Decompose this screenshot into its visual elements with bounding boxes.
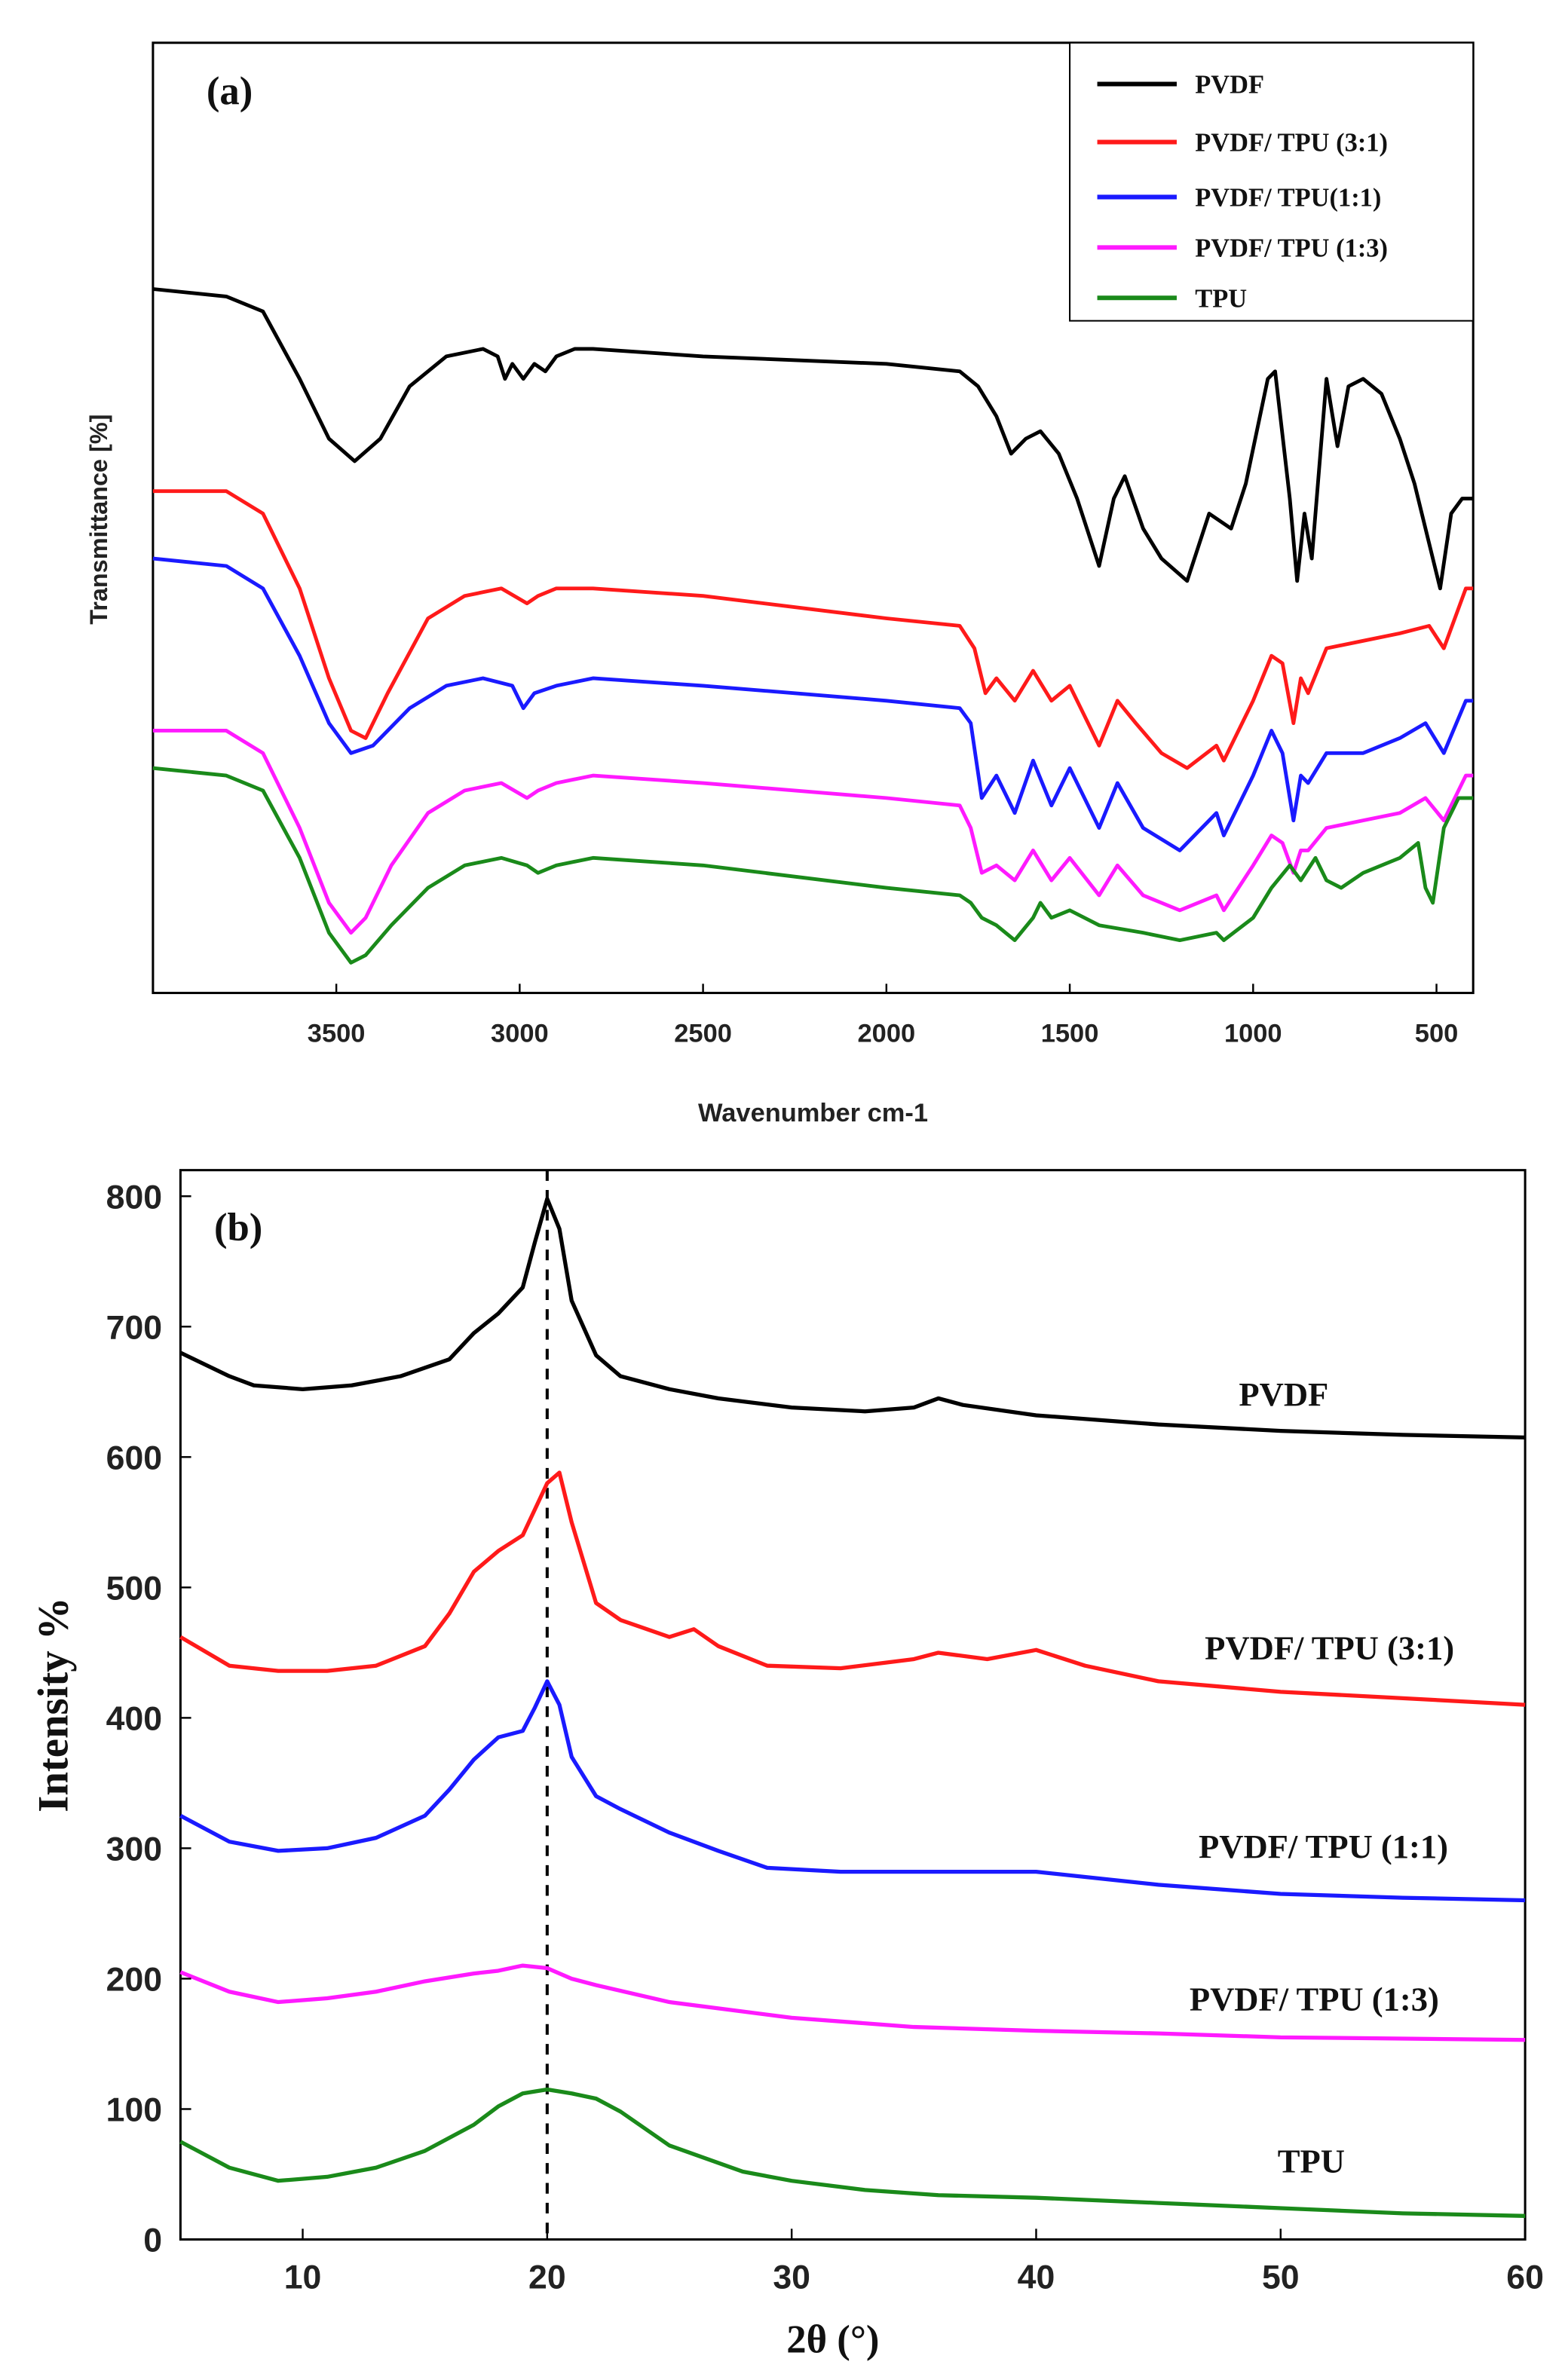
xrd-line-pvdf-tpu-1-3 — [179, 1963, 1526, 2042]
ftir-line-pvdf-tpu-1-1 — [152, 556, 1474, 852]
xrd-line-pvdf-tpu-1-1 — [179, 1679, 1526, 1903]
panel-a-y-axis-label: Transmittance [%] — [85, 415, 112, 625]
x-tick-label-60: 60 — [1506, 2259, 1544, 2296]
y-tick-label-200: 200 — [106, 1962, 162, 1999]
series-label-pvdf-tpu-1-1: PVDF/ TPU (1:1) — [1199, 1828, 1448, 1865]
panel-a-legend-box — [1069, 41, 1475, 322]
panel-b-plot-frame — [179, 1169, 1527, 2241]
x-tick-label-20: 20 — [528, 2259, 566, 2296]
y-tick-label-700: 700 — [106, 1310, 162, 1347]
legend-label-pvdf: PVDF — [1195, 71, 1264, 99]
x-tick-label-50: 50 — [1262, 2259, 1300, 2296]
panel-a-plot-frame — [152, 41, 1475, 995]
x-tick-label-3500: 3500 — [308, 1019, 366, 1048]
panel-b-series-lines — [179, 1197, 1526, 2218]
panel-a-legend: PVDF PVDF/ TPU (3:1) PVDF/ TPU(1:1) PVDF… — [1069, 41, 1475, 322]
y-tick-label-0: 0 — [143, 2222, 162, 2259]
x-tick-label-500: 500 — [1415, 1019, 1458, 1048]
legend-label-tpu: TPU — [1195, 284, 1247, 313]
x-tick-label-40: 40 — [1018, 2259, 1055, 2296]
xrd-line-tpu — [179, 2087, 1526, 2218]
x-tick-label-1000: 1000 — [1224, 1019, 1282, 1048]
ftir-line-pvdf-tpu-1-3 — [152, 729, 1474, 935]
y-tick-label-800: 800 — [106, 1179, 162, 1216]
y-tick-label-400: 400 — [106, 1701, 162, 1738]
ftir-line-pvdf — [152, 287, 1474, 591]
panel-b-label: (b) — [214, 1206, 262, 1250]
legend-label-pvdf-tpu-1-1: PVDF/ TPU(1:1) — [1195, 184, 1381, 213]
x-tick-label-30: 30 — [773, 2259, 810, 2296]
panel-b-y-ticks: 0 100 200 300 400 500 600 700 800 — [106, 1179, 191, 2259]
xrd-line-pvdf-tpu-3-1 — [179, 1470, 1526, 1707]
legend-label-pvdf-tpu-3-1: PVDF/ TPU (3:1) — [1195, 129, 1388, 158]
panel-b-xrd-chart: (b) 10 20 30 40 50 60 0 100 200 300 400 500 600 700 8… — [29, 1169, 1544, 2362]
panel-a-label: (a) — [207, 69, 253, 113]
xrd-line-pvdf — [179, 1197, 1526, 1440]
panel-b-y-axis-label: Intensity % — [29, 1597, 77, 1812]
legend-label-pvdf-tpu-1-3: PVDF/ TPU (1:3) — [1195, 234, 1388, 263]
y-tick-label-500: 500 — [106, 1571, 162, 1608]
series-label-pvdf-tpu-3-1: PVDF/ TPU (3:1) — [1205, 1629, 1454, 1666]
panel-a-series-lines — [152, 287, 1474, 965]
panel-b-x-ticks: 10 20 30 40 50 60 — [284, 2229, 1544, 2296]
y-tick-label-600: 600 — [106, 1440, 162, 1477]
x-tick-label-1500: 1500 — [1041, 1019, 1099, 1048]
x-tick-label-2000: 2000 — [858, 1019, 916, 1048]
panel-b-x-axis-label: 2θ (°) — [786, 2318, 879, 2362]
y-tick-label-100: 100 — [106, 2092, 162, 2129]
panel-a-ftir-chart: (a) 3500 3000 2500 2000 1500 1000 500 Wavenumb… — [85, 41, 1475, 1127]
x-tick-label-10: 10 — [284, 2259, 322, 2296]
panel-a-x-axis-label: Wavenumber cm-1 — [698, 1099, 928, 1127]
series-label-pvdf: PVDF — [1239, 1375, 1328, 1413]
x-tick-label-2500: 2500 — [674, 1019, 732, 1048]
ftir-line-tpu — [152, 766, 1474, 965]
series-label-pvdf-tpu-1-3: PVDF/ TPU (1:3) — [1190, 1980, 1439, 2017]
y-tick-label-300: 300 — [106, 1831, 162, 1868]
ftir-line-pvdf-tpu-3-1 — [152, 489, 1474, 770]
series-label-tpu: TPU — [1278, 2142, 1345, 2180]
x-tick-label-3000: 3000 — [491, 1019, 549, 1048]
panel-a-x-ticks: 3500 3000 2500 2000 1500 1000 500 — [308, 984, 1458, 1048]
